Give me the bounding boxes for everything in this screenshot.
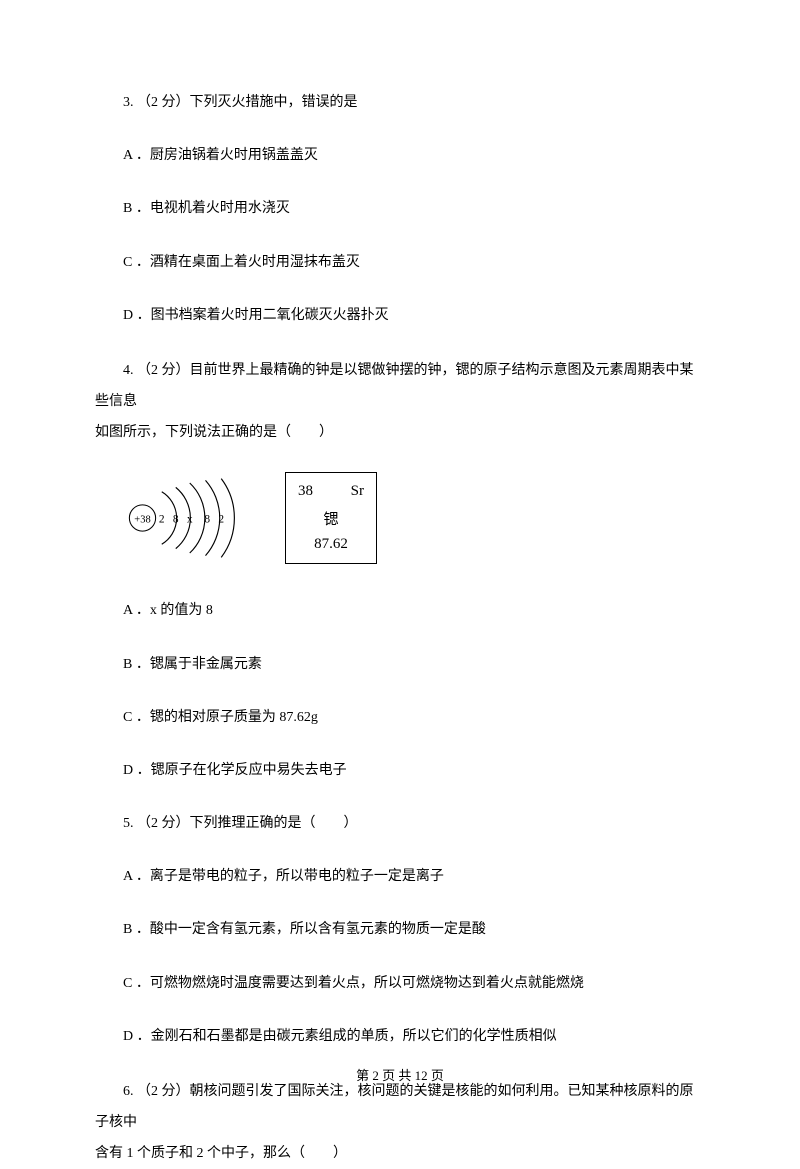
q6-stem: 6. （2 分）朝核问题引发了国际关注，核问题的关键是核能的如何利用。已知某种核… [95,1077,705,1169]
svg-text:x: x [187,514,193,526]
q4-option-c: C ．锶的相对原子质量为 87.62g [95,705,705,730]
q3-option-a: A ．厨房油锅着火时用锅盖盖灭 [95,143,705,168]
svg-text:8: 8 [204,514,210,526]
q4-points: （2 分） [137,363,190,378]
q5-option-a: A ．离子是带电的粒子，所以带电的粒子一定是离子 [95,864,705,889]
element-mass: 87.62 [314,536,348,553]
q5-points: （2 分） [137,816,190,831]
q3-text: 下列灭火措施中，错误的是 [190,95,358,110]
q5-option-b: B ．酸中一定含有氢元素，所以含有氢元素的物质一定是酸 [95,917,705,942]
q3-option-d: D ．图书档案着火时用二氧化碳灭火器扑灭 [95,303,705,328]
element-top-row: 38 Sr [290,483,372,500]
q4-option-b: B ．锶属于非金属元素 [95,652,705,677]
atom-structure-icon: +38 2 8 x 8 2 [125,468,265,568]
element-number: 38 [298,483,313,500]
q5-stem: 5. （2 分）下列推理正确的是（ ） [95,811,705,836]
svg-text:2: 2 [218,514,224,526]
q5-option-d: D ．金刚石和石墨都是由碳元素组成的单质，所以它们的化学性质相似 [95,1024,705,1049]
q3-option-c: C ．酒精在桌面上着火时用湿抹布盖灭 [95,250,705,275]
element-box: 38 Sr 锶 87.62 [285,472,377,564]
q3-num: 3. [123,95,134,110]
q5-text: 下列推理正确的是（ ） [190,816,358,831]
q4-option-a: A ．x 的值为 8 [95,598,705,623]
q4-diagram: +38 2 8 x 8 2 38 Sr 锶 87.62 [125,468,705,568]
q4-num: 4. [123,363,134,378]
svg-text:2: 2 [159,514,165,526]
q5-option-c: C ．可燃物燃烧时温度需要达到着火点，所以可燃烧物达到着火点就能燃烧 [95,971,705,996]
q6-points: （2 分） [137,1084,190,1099]
element-symbol: Sr [351,483,364,500]
q4-text2: 如图所示，下列说法正确的是（ ） [95,418,333,449]
q4-stem: 4. （2 分）目前世界上最精确的钟是以锶做钟摆的钟，锶的原子结构示意图及元素周… [95,356,705,448]
q3-points: （2 分） [137,95,190,110]
page-footer: 第 2 页 共 12 页 [0,1065,800,1084]
q3-option-b: B ．电视机着火时用水浇灭 [95,196,705,221]
q5-num: 5. [123,816,134,831]
svg-text:8: 8 [173,514,179,526]
q4-option-d: D ．锶原子在化学反应中易失去电子 [95,758,705,783]
q3-stem: 3. （2 分）下列灭火措施中，错误的是 [95,90,705,115]
q6-num: 6. [123,1084,134,1099]
q6-text2: 含有 1 个质子和 2 个中子，那么（ ） [95,1139,347,1169]
nucleus-label: +38 [134,515,150,526]
element-name: 锶 [323,508,338,529]
